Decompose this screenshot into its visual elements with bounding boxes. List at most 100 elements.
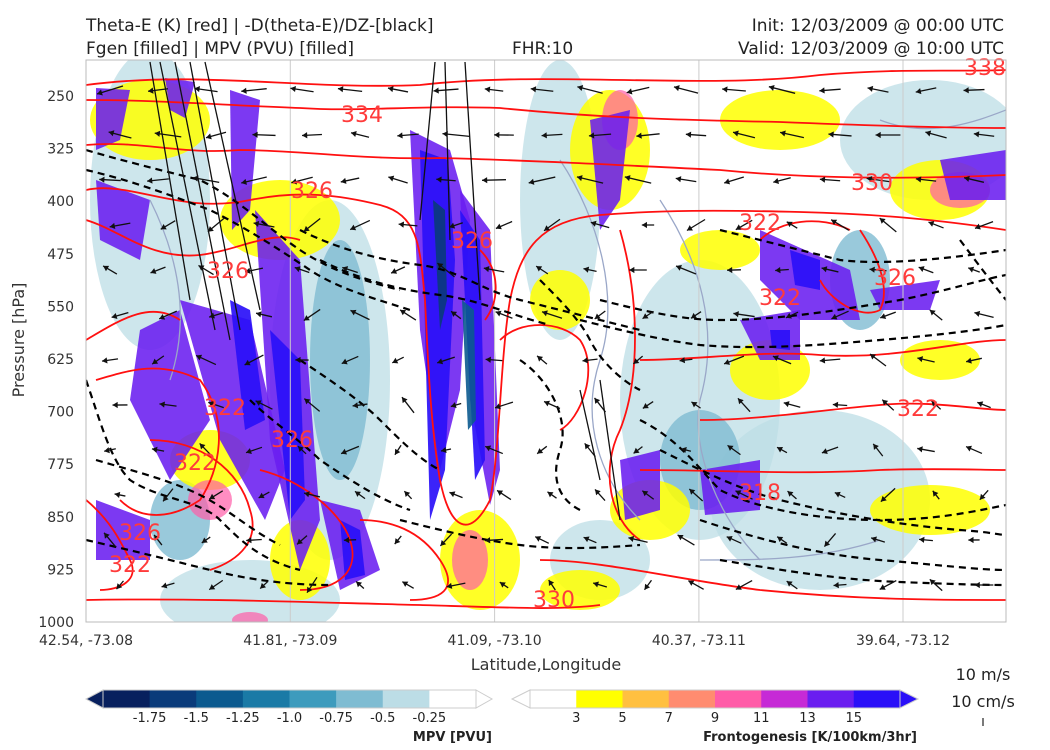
dtheta-e-contour: [86, 379, 301, 572]
wind-vector-head: [915, 88, 922, 95]
fgen-colorbar-segment: [715, 690, 762, 708]
wind-vector-head: [104, 532, 110, 539]
wind-vector-head: [642, 313, 649, 319]
wind-vector-head: [451, 311, 458, 317]
wind-vector-head: [644, 583, 651, 590]
theta-e-contour: [499, 324, 590, 431]
x-axis-ticks: 42.54, -73.08 41.81, -73.09 41.09, -73.10 4…: [39, 633, 950, 649]
wind-vector-head: [485, 445, 492, 452]
x-tick-label: 41.09, -73.10: [448, 633, 542, 649]
wind-vector-head: [111, 313, 118, 319]
valid-time: Valid: 12/03/2009 @ 10:00 UTC: [738, 39, 1004, 59]
wind-vector-head: [400, 309, 407, 316]
fgen-colorbar-tick: 11: [753, 711, 770, 726]
wind-vector-head: [397, 132, 403, 139]
theta-e-label: 326: [271, 428, 313, 453]
theta-e-label: 322: [739, 211, 781, 236]
dtheta-e-contour: [299, 229, 641, 332]
wind-vector-head: [294, 266, 301, 273]
wind-reference-vertical: 10 cm/s: [951, 692, 1015, 711]
fgen-colorbar-segment: [576, 690, 623, 708]
fgen-very-strong-area: [96, 180, 150, 260]
wind-vector-head: [241, 87, 247, 94]
theta-e-contour: [819, 229, 885, 314]
theta-e-label: 326: [291, 179, 333, 204]
theta-e-contour: [86, 69, 1006, 87]
x-tick-label: 42.54, -73.08: [39, 633, 133, 649]
wind-vector-head: [932, 490, 939, 497]
wind-vector-head: [148, 87, 154, 94]
wind-vector-vertical: [174, 61, 231, 341]
dtheta-e-contour: [86, 538, 331, 587]
mpv-colorbar-tick: -0.25: [413, 711, 447, 726]
theta-e-contour: [86, 187, 1006, 526]
wind-vector-head: [642, 490, 649, 497]
fgen-very-strong-area: [620, 450, 660, 520]
wind-vector-head: [440, 540, 447, 546]
wind-vector-head: [433, 87, 439, 94]
title-left-line2: Fgen [filled] | MPV (PVU) [filled]: [86, 39, 354, 59]
wind-vector-head: [964, 175, 970, 182]
dtheta-e-contour: [299, 359, 441, 471]
mpv-strong-area: [462, 300, 476, 430]
fgen-colorbar-extend-low: [510, 689, 531, 709]
wind-vector-head: [917, 356, 924, 363]
wind-vector-head: [207, 226, 214, 232]
wind-vector-head: [536, 266, 543, 272]
x-tick-label: 39.64, -73.12: [856, 633, 950, 649]
theta-e-contour: [759, 220, 851, 241]
wind-vector-vertical: [149, 61, 191, 301]
wind-vector-head: [879, 218, 886, 224]
mpv-contour-line: [659, 199, 761, 561]
wind-vector-head: [495, 223, 502, 230]
plot-frame: [85, 59, 1007, 623]
dtheta-e-contour: [399, 518, 641, 550]
wind-vector-head: [253, 220, 260, 227]
wind-vector-head: [733, 130, 739, 137]
wind-vector-head: [114, 491, 121, 498]
wind-vector-head: [974, 223, 981, 230]
wind-vector-head: [681, 447, 687, 454]
mpv-contour-line: [879, 109, 1006, 130]
wind-vector-head: [201, 537, 208, 543]
wind-reference-horizontal: 10 m/s: [956, 665, 1011, 684]
wind-vector-head: [629, 266, 635, 274]
wind-vector-head: [724, 359, 731, 365]
wind-vector-head: [291, 178, 298, 185]
wind-vector-head: [102, 357, 108, 364]
fgen-colorbar-tick: 15: [845, 711, 862, 726]
y-tick-label: 700: [47, 405, 74, 421]
wind-vector-head: [633, 358, 640, 364]
wind-vector-head: [350, 309, 357, 316]
wind-vector-head: [831, 313, 838, 320]
wind-vector-head: [537, 448, 544, 454]
wind-vector-head: [583, 266, 590, 273]
theta-e-label: 322: [759, 286, 801, 311]
wind-vector-head: [594, 313, 601, 320]
fgen-very-strong-area: [130, 310, 210, 480]
fgen-colorbar-segment: [807, 690, 855, 708]
wind-vector-head: [241, 178, 247, 185]
wind-vector-head: [99, 176, 105, 183]
theta-e-label: 330: [851, 171, 893, 196]
wind-vector-head: [880, 495, 887, 502]
wind-vector-head: [867, 85, 874, 92]
wind-vector-head: [928, 221, 935, 227]
wind-vector-head: [392, 357, 399, 364]
wind-vector-head: [394, 538, 401, 545]
wind-vector-head: [499, 582, 506, 588]
wind-vector-head: [483, 265, 490, 273]
wind-vector-head: [205, 133, 212, 140]
mpv-colorbar-tick: -0.5: [370, 711, 395, 726]
wind-vector-head: [588, 132, 595, 139]
x-tick-label: 40.37, -73.11: [652, 633, 746, 649]
wind-vector-head: [879, 584, 886, 590]
y-tick-label: 325: [47, 142, 74, 158]
wind-vector-head: [871, 536, 877, 543]
mpv-colorbar-tick: -1.75: [133, 711, 167, 726]
wind-vector-head: [192, 175, 199, 182]
mpv-moderate-area: [310, 240, 370, 480]
wind-vector-head: [917, 446, 923, 453]
x-tick-label: 41.81, -73.09: [243, 633, 337, 649]
wind-vector-head: [786, 221, 793, 228]
